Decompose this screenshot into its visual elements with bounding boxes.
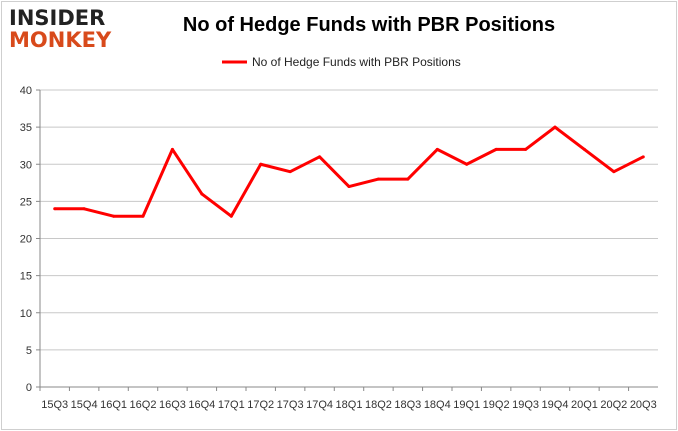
data-point	[376, 177, 380, 181]
x-tick-label: 20Q3	[630, 399, 657, 411]
x-tick-label: 16Q4	[188, 399, 215, 411]
y-tick-label: 15	[20, 271, 32, 283]
legend-label: No of Hedge Funds with PBR Positions	[252, 55, 461, 69]
insider-monkey-logo: INSIDER MONKEY	[9, 8, 127, 51]
x-tick-label: 19Q2	[483, 399, 510, 411]
data-point	[112, 214, 116, 218]
x-tick-label: 19Q3	[512, 399, 539, 411]
series-group	[53, 125, 645, 218]
x-tick-label: 20Q2	[600, 399, 627, 411]
data-point	[141, 214, 145, 218]
y-tick-label: 5	[26, 345, 32, 357]
data-point	[229, 214, 233, 218]
data-point	[524, 147, 528, 151]
x-tick-label: 15Q3	[41, 399, 68, 411]
x-tick-label: 18Q4	[424, 399, 451, 411]
data-point	[259, 162, 263, 166]
x-tick-label: 17Q3	[277, 399, 304, 411]
x-tick-label: 15Q4	[71, 399, 98, 411]
x-tick-label: 18Q3	[394, 399, 421, 411]
data-point	[465, 162, 469, 166]
y-tick-label: 20	[20, 234, 32, 246]
x-tick-label: 16Q1	[100, 399, 127, 411]
data-point	[288, 170, 292, 174]
x-tick-label: 16Q3	[159, 399, 186, 411]
x-tick-label: 16Q2	[130, 399, 157, 411]
y-axis-ticks: 0 5 10 15 20 25 30 35 40	[20, 85, 40, 394]
data-point	[553, 125, 557, 129]
legend: No of Hedge Funds with PBR Positions	[222, 55, 461, 69]
logo-line-2: MONKEY	[9, 28, 112, 52]
y-tick-label: 0	[26, 382, 32, 394]
data-point	[406, 177, 410, 181]
x-tick-label: 17Q1	[218, 399, 245, 411]
data-point	[170, 147, 174, 151]
x-tick-label: 17Q4	[306, 399, 333, 411]
gridlines	[39, 89, 658, 388]
x-tick-label: 18Q2	[365, 399, 392, 411]
x-tick-label: 20Q1	[571, 399, 598, 411]
y-tick-label: 40	[20, 85, 32, 97]
logo-line-1: INSIDER	[9, 6, 106, 30]
data-point	[612, 170, 616, 174]
data-point	[318, 155, 322, 159]
data-point	[347, 185, 351, 189]
series-line	[54, 125, 644, 218]
data-point	[494, 147, 498, 151]
y-tick-label: 35	[20, 122, 32, 134]
x-axis-ticks: 15Q3 15Q4 16Q1 16Q2 16Q3 16Q4 17Q1 17Q2 17Q3 17Q4…	[39, 387, 657, 411]
x-tick-label: 19Q1	[453, 399, 480, 411]
data-point	[582, 147, 586, 151]
x-tick-label: 18Q1	[336, 399, 363, 411]
y-tick-label: 30	[20, 159, 32, 171]
chart-title: No of Hedge Funds with PBR Positions	[182, 14, 556, 36]
y-tick-label: 25	[20, 196, 32, 208]
data-point	[82, 207, 86, 211]
data-point	[641, 155, 645, 159]
x-tick-label: 17Q2	[247, 399, 274, 411]
data-point	[53, 207, 57, 211]
x-tick-label: 19Q4	[542, 399, 569, 411]
data-point	[435, 147, 439, 151]
y-tick-label: 10	[20, 308, 32, 320]
data-point	[200, 192, 204, 196]
